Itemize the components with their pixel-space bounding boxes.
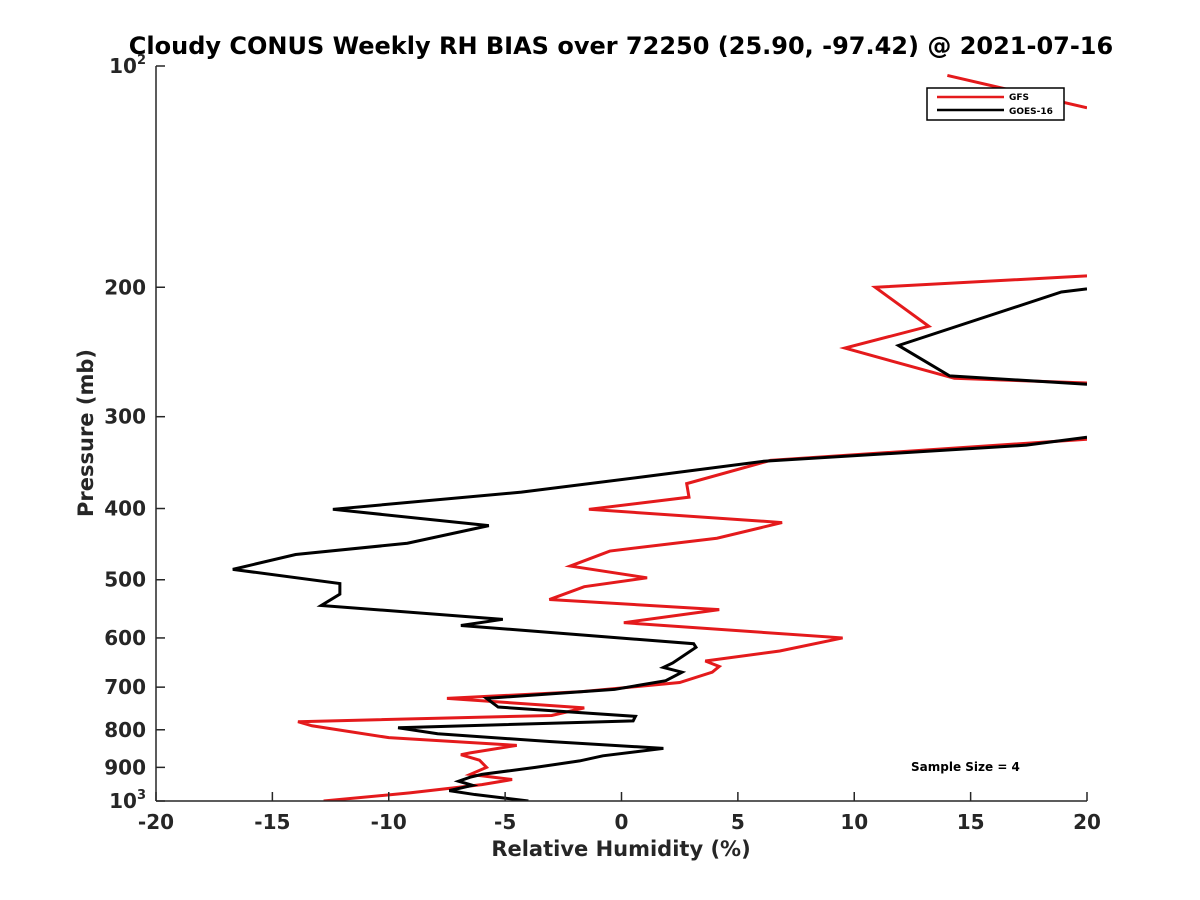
x-tick-label: 20 <box>1073 810 1101 834</box>
series-line-goes16 <box>232 287 1087 801</box>
chart-title: Cloudy CONUS Weekly RH BIAS over 72250 (… <box>129 32 1113 60</box>
legend-label-goes16: GOES-16 <box>1009 107 1053 117</box>
y-tick-label: 102 <box>109 53 146 78</box>
y-tick-label: 400 <box>104 497 146 521</box>
y-tick-label: 300 <box>104 405 146 429</box>
y-tick-label: 700 <box>104 675 146 699</box>
x-tick-label: 0 <box>615 810 629 834</box>
sample-size-annotation: Sample Size = 4 <box>911 760 1020 774</box>
y-tick-label: 800 <box>104 718 146 742</box>
legend-label-gfs: GFS <box>1009 93 1029 103</box>
y-tick-label: 900 <box>104 755 146 779</box>
y-tick-label: 200 <box>104 275 146 299</box>
x-tick-label: -15 <box>254 810 290 834</box>
x-tick-label: 10 <box>840 810 868 834</box>
x-tick-label: -5 <box>494 810 516 834</box>
y-axis-label: Pressure (mb) <box>74 349 98 517</box>
x-tick-label: -20 <box>138 810 174 834</box>
x-tick-label: 15 <box>957 810 985 834</box>
x-axis-label: Relative Humidity (%) <box>491 837 750 861</box>
legend-box <box>926 87 1065 121</box>
y-tick-label: 600 <box>104 626 146 650</box>
y-tick-label: 500 <box>104 568 146 592</box>
y-tick-label: 103 <box>109 788 146 813</box>
x-tick-label: -10 <box>371 810 407 834</box>
x-tick-label: 5 <box>731 810 745 834</box>
legend: GFS GOES-16 <box>926 87 1065 121</box>
axes-layer: -20 -15 -10 -5 0 5 10 15 20 102 200 300 400 500 600 700… <box>104 53 1101 834</box>
